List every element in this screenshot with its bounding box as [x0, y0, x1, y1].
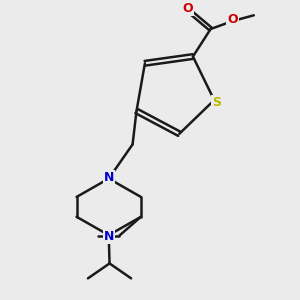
Text: N: N: [103, 230, 114, 243]
Text: O: O: [227, 14, 238, 26]
Text: N: N: [103, 170, 114, 184]
Text: S: S: [212, 96, 221, 110]
Text: O: O: [182, 2, 193, 16]
